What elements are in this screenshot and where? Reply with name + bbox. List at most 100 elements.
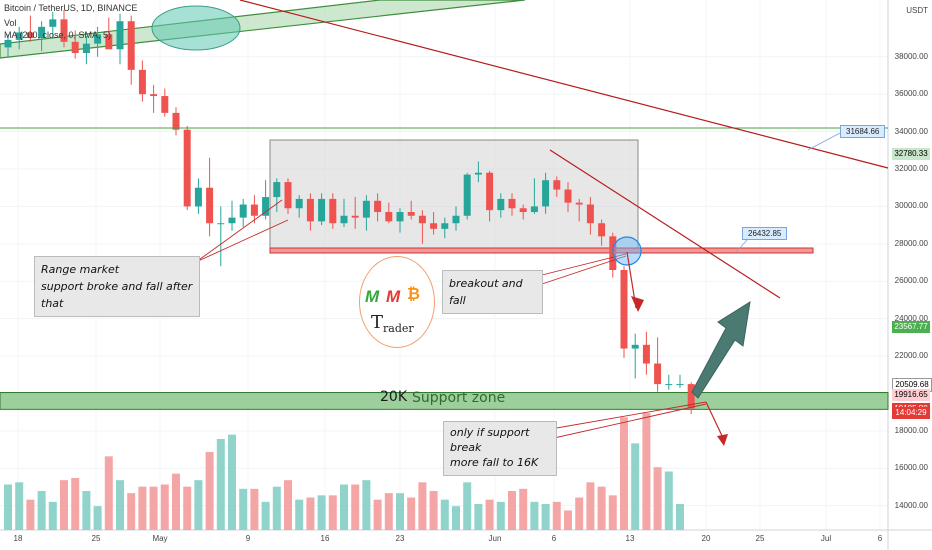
- candle-body: [183, 129, 191, 207]
- breakout-note-pointer: [529, 253, 627, 279]
- volume-bar: [664, 471, 673, 530]
- volume-bar: [216, 439, 225, 530]
- volume-bar: [440, 499, 449, 530]
- support-line-band: [269, 247, 814, 254]
- volume-bar: [620, 417, 628, 530]
- y-tick-label: 26000.00: [894, 276, 928, 286]
- candle-body: [329, 198, 337, 224]
- x-tick-label: 13: [625, 534, 635, 543]
- candle-body: [127, 21, 135, 70]
- volume-bar: [228, 434, 236, 530]
- volume-bar: [15, 482, 24, 530]
- volume-bar: [384, 493, 393, 530]
- volume-bar: [530, 501, 539, 530]
- breakout-trend-line: [549, 149, 781, 299]
- candle-body: [430, 223, 438, 229]
- range-box: [269, 139, 639, 251]
- volume-bar: [642, 413, 651, 530]
- candle-body: [441, 223, 449, 229]
- x-tick-label: 20: [701, 534, 711, 543]
- chart-title: Bitcoin / TetherUS, 1D, BINANCE: [4, 3, 138, 13]
- candle-body: [452, 215, 460, 224]
- volume-bar: [26, 499, 35, 530]
- volume-bar: [149, 486, 158, 530]
- candle-body: [396, 212, 404, 222]
- volume-bar: [172, 473, 180, 530]
- x-tick-label: 23: [395, 534, 405, 543]
- candle-body: [486, 172, 494, 211]
- candle-body: [654, 363, 662, 385]
- fall-note-pointer: [544, 403, 707, 441]
- logo-text-big: T: [371, 312, 384, 333]
- volume-bar: [250, 488, 259, 530]
- volume-bar: [575, 497, 584, 530]
- candle-body: [598, 223, 606, 237]
- volume-bar: [194, 480, 203, 530]
- x-tick-label: 9: [245, 534, 251, 543]
- volume-bar: [676, 504, 684, 530]
- candle-body: [71, 41, 79, 54]
- volume-bar: [508, 491, 516, 530]
- candle-body: [418, 215, 426, 224]
- price-tag: 23567.77: [892, 320, 930, 333]
- volume-bar: [160, 484, 169, 530]
- volume-bar: [205, 452, 214, 530]
- volume-indicator-label[interactable]: Vol: [4, 18, 17, 28]
- volume-bar: [474, 504, 483, 530]
- volume-bar: [396, 493, 404, 530]
- projection-arrow-shaft: [705, 401, 725, 441]
- candle-body: [150, 94, 158, 97]
- candle-body: [385, 212, 393, 222]
- candle-body: [116, 21, 124, 50]
- candle-body: [49, 19, 57, 27]
- volume-bar: [138, 486, 147, 530]
- price-tag: 32780.33: [892, 148, 930, 161]
- x-tick-label: 25: [91, 534, 101, 543]
- logo-text-small: rader: [383, 322, 414, 335]
- ma-indicator-label[interactable]: MA (200, close, 0, SMA, 5): [4, 30, 112, 40]
- volume-bar: [183, 486, 192, 530]
- bitcoin-icon: ₿: [407, 286, 421, 303]
- volume-bar: [351, 484, 360, 530]
- candle-body: [4, 39, 12, 48]
- logo-letter-m-green: M: [365, 287, 380, 306]
- price-callout-lower[interactable]: 26432.85: [742, 227, 788, 240]
- price-tag: 14:04:29: [892, 407, 930, 420]
- further-fall-note[interactable]: only if support break more fall to 16K: [443, 421, 557, 476]
- currency-label: USDT: [906, 6, 928, 15]
- volume-bar: [418, 482, 427, 530]
- candle-body: [82, 43, 90, 54]
- fall-note-line-2: more fall to 16K: [450, 455, 539, 469]
- candle-body: [519, 208, 527, 213]
- x-tick-label: 6: [551, 534, 557, 543]
- candle-body: [407, 212, 415, 216]
- candle-body: [374, 200, 382, 213]
- candle-body: [463, 174, 471, 216]
- highlight-ellipse: [151, 5, 241, 51]
- volume-bar: [519, 488, 528, 530]
- volume-bar: [564, 510, 572, 530]
- candle-body: [26, 32, 34, 39]
- x-tick-label: 25: [755, 534, 765, 543]
- volume-bar: [496, 501, 505, 530]
- volume-bar: [485, 499, 494, 530]
- candle-body: [575, 202, 583, 205]
- callout-pointer: [807, 132, 841, 151]
- range-note-pointer: [195, 199, 283, 263]
- breakout-note[interactable]: breakout and fall: [442, 270, 543, 315]
- bounce-arrow: [691, 300, 751, 399]
- support-zone-label: Support zone: [412, 390, 506, 406]
- y-tick-label: 22000.00: [894, 351, 928, 361]
- y-tick-label: 14000.00: [894, 500, 928, 510]
- candle-body: [564, 189, 572, 203]
- volume-bar: [340, 484, 348, 530]
- candle-body: [250, 204, 258, 216]
- range-market-note[interactable]: Range market support broke and fall afte…: [34, 256, 200, 318]
- y-tick-label: 34000.00: [894, 126, 928, 136]
- logo-letter-m-red: M: [386, 287, 401, 306]
- support-zone-band: [0, 392, 889, 410]
- candle-body: [239, 204, 247, 218]
- candle-body: [206, 187, 214, 224]
- price-callout-upper[interactable]: 31684.66: [840, 125, 886, 138]
- candle-body: [620, 270, 628, 349]
